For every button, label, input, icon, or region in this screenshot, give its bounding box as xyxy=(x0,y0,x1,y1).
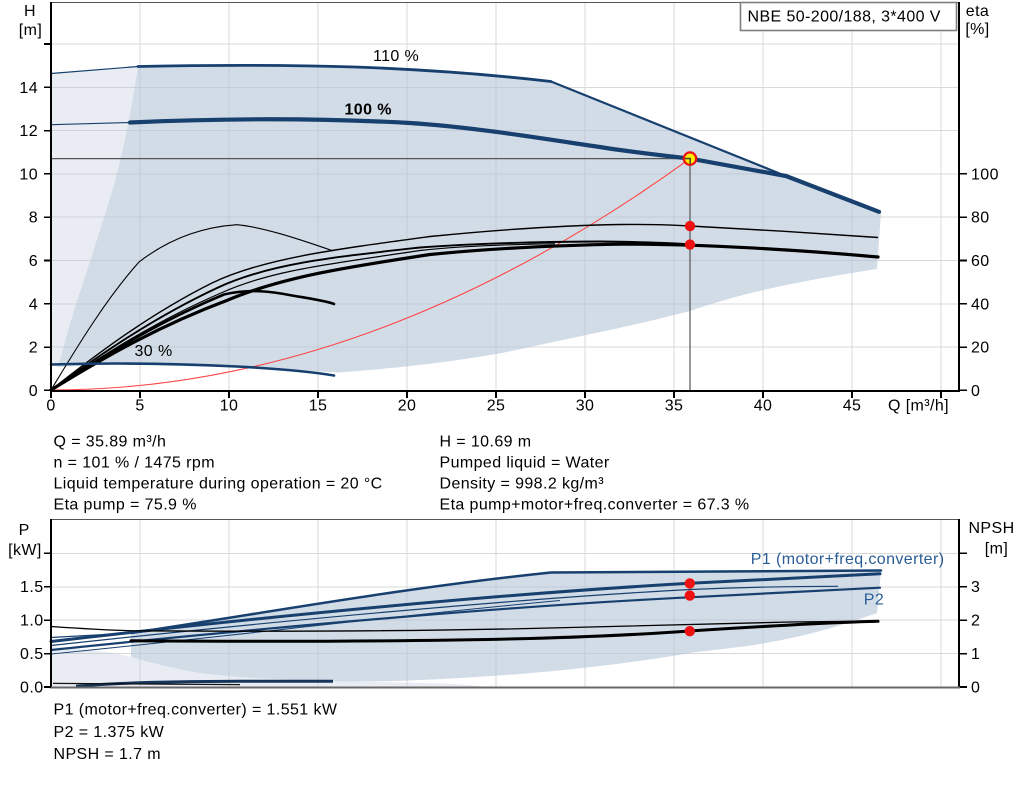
svg-text:H = 10.69 m: H = 10.69 m xyxy=(440,434,532,451)
svg-text:Q [m³/h]: Q [m³/h] xyxy=(888,398,949,415)
svg-text:5: 5 xyxy=(135,398,144,415)
svg-text:60: 60 xyxy=(971,253,990,270)
svg-text:6: 6 xyxy=(29,253,38,270)
svg-text:10: 10 xyxy=(19,166,38,183)
svg-text:3: 3 xyxy=(971,579,980,596)
svg-text:1: 1 xyxy=(971,646,980,663)
svg-text:0: 0 xyxy=(971,383,980,400)
svg-text:80: 80 xyxy=(971,210,990,227)
svg-text:4: 4 xyxy=(29,296,38,313)
svg-text:Eta pump+motor+freq.converter: Eta pump+motor+freq.converter = 67.3 % xyxy=(440,497,750,514)
svg-text:[%]: [%] xyxy=(965,21,989,38)
svg-text:30 %: 30 % xyxy=(135,343,173,360)
svg-text:Density = 998.2 kg/m³: Density = 998.2 kg/m³ xyxy=(440,476,605,493)
svg-text:P2 = 1.375 kW: P2 = 1.375 kW xyxy=(54,724,165,741)
svg-text:[m]: [m] xyxy=(985,541,1008,558)
svg-text:2: 2 xyxy=(29,340,38,357)
svg-text:Pumped liquid = Water: Pumped liquid = Water xyxy=(440,455,610,472)
svg-text:0.0: 0.0 xyxy=(20,679,43,696)
svg-text:NPSH = 1.7 m: NPSH = 1.7 m xyxy=(54,746,162,763)
svg-text:2: 2 xyxy=(971,613,980,630)
svg-text:20: 20 xyxy=(971,340,990,357)
svg-text:25: 25 xyxy=(487,398,506,415)
svg-text:100: 100 xyxy=(971,166,999,183)
svg-text:Q = 35.89 m³/h: Q = 35.89 m³/h xyxy=(54,434,167,451)
svg-text:H: H xyxy=(24,3,36,20)
svg-text:8: 8 xyxy=(29,210,38,227)
svg-text:Liquid temperature during oper: Liquid temperature during operation = 20… xyxy=(54,476,383,493)
svg-text:P1 (motor+freq.converter): P1 (motor+freq.converter) xyxy=(751,551,945,568)
svg-text:40: 40 xyxy=(971,296,990,313)
svg-text:[kW]: [kW] xyxy=(8,542,42,559)
svg-text:P2: P2 xyxy=(864,592,884,609)
svg-text:30: 30 xyxy=(576,398,595,415)
svg-text:0.5: 0.5 xyxy=(20,646,43,663)
svg-text:eta: eta xyxy=(966,3,989,20)
svg-text:n = 101 % / 1475 rpm: n = 101 % / 1475 rpm xyxy=(54,455,215,472)
svg-text:45: 45 xyxy=(843,398,862,415)
svg-text:0: 0 xyxy=(29,383,38,400)
svg-text:35: 35 xyxy=(665,398,684,415)
svg-text:0: 0 xyxy=(46,398,55,415)
svg-text:NPSH: NPSH xyxy=(968,520,1014,537)
svg-text:NBE 50-200/188, 3*400 V: NBE 50-200/188, 3*400 V xyxy=(748,9,941,26)
svg-text:14: 14 xyxy=(19,80,38,97)
svg-text:0: 0 xyxy=(971,679,980,696)
svg-text:20: 20 xyxy=(398,398,417,415)
svg-text:12: 12 xyxy=(19,123,38,140)
svg-text:1.5: 1.5 xyxy=(20,579,43,596)
svg-text:Eta pump = 75.9 %: Eta pump = 75.9 % xyxy=(54,497,197,514)
svg-text:15: 15 xyxy=(309,398,328,415)
svg-text:110 %: 110 % xyxy=(373,48,419,65)
svg-text:P: P xyxy=(19,522,30,539)
svg-text:100 %: 100 % xyxy=(345,102,392,119)
svg-text:P1 (motor+freq.converter) = 1.: P1 (motor+freq.converter) = 1.551 kW xyxy=(54,702,338,719)
svg-text:10: 10 xyxy=(220,398,239,415)
svg-text:[m]: [m] xyxy=(19,22,42,39)
svg-text:1.0: 1.0 xyxy=(20,613,43,630)
svg-text:40: 40 xyxy=(754,398,773,415)
